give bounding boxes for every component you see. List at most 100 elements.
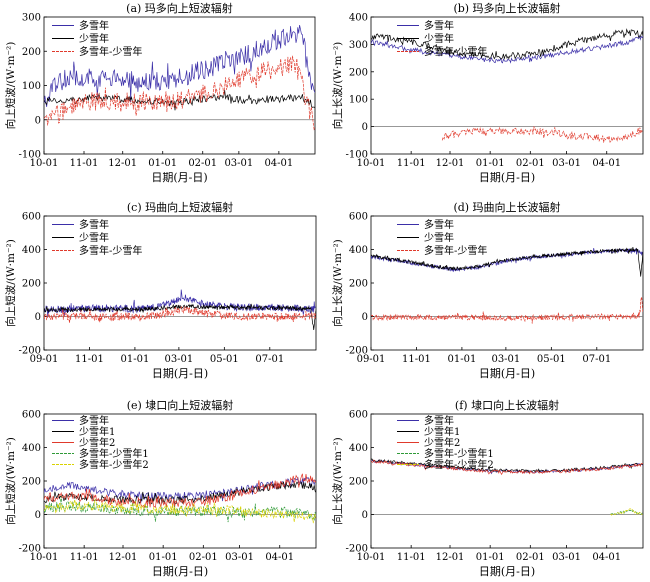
x-tick-label: 11-01: [397, 552, 426, 563]
chart-title: (d) 玛曲向上长波辐射: [453, 200, 560, 214]
series-line-1: [44, 25, 315, 107]
x-tick-label: 04-01: [592, 552, 621, 563]
legend-entry: 多雪年: [52, 218, 109, 231]
legend-entry: 少雪年: [52, 231, 109, 244]
y-tick-label: -200: [346, 544, 368, 555]
chart-title: (a) 玛多向上短波辐射: [126, 1, 233, 15]
y-tick-label: 200: [349, 279, 368, 290]
chart-title: (f) 埭口向上长波辐射: [455, 398, 559, 412]
series-line-2: [44, 90, 315, 111]
y-axis-label: 向上长波/(W·m⁻²): [331, 42, 344, 130]
x-tick-label: 01-01: [448, 354, 477, 365]
x-tick-label: 03-01: [224, 158, 253, 169]
y-tick-label: -100: [346, 150, 368, 161]
x-tick-label: 03-01: [491, 354, 520, 365]
y-tick-label: 300: [22, 13, 41, 24]
x-axis-label: 日期(月-日): [479, 367, 535, 380]
x-tick-label: 12-01: [436, 158, 465, 169]
series-line-5: [44, 498, 316, 524]
plot-frame: [370, 215, 644, 351]
legend-label: 多雪年: [424, 414, 454, 427]
x-tick-label: 10-01: [30, 552, 59, 563]
legend-label: 少雪年1: [79, 425, 115, 438]
y-tick-label: 600: [349, 212, 368, 223]
y-axis-label: 向上长波/(W·m⁻²): [331, 437, 344, 525]
x-tick-label: 02-01: [516, 158, 545, 169]
series-line-1: [44, 289, 316, 318]
legend-entry: 多雪年: [52, 19, 109, 32]
x-tick-label: 07-01: [582, 354, 611, 365]
legend-label: 多雪年: [424, 19, 454, 32]
legend-entry: 少雪年1: [397, 425, 460, 438]
chart-panel-2: (b) 玛多向上长波辐射 -100 0 100 200 300 400 10-01 11-01 1…: [331, 1, 644, 184]
y-axis-label: 向上短波/(W·m⁻²): [4, 239, 17, 327]
y-axis-label: 向上长波/(W·m⁻²): [331, 239, 344, 327]
y-tick-label: 400: [349, 443, 368, 454]
series-line-3: [371, 296, 643, 324]
y-tick-label: 600: [22, 212, 41, 223]
legend-label: 少雪年: [424, 32, 454, 45]
y-tick-label: 400: [349, 13, 368, 24]
legend-label: 多雪年: [79, 218, 109, 231]
x-tick-label: 03-01: [164, 354, 193, 365]
legend-label: 多雪年-少雪年: [79, 244, 142, 257]
x-tick-label: 05-01: [537, 354, 566, 365]
y-tick-label: 300: [349, 40, 368, 51]
series-line-3: [44, 55, 315, 131]
x-tick-label: 01-01: [476, 552, 505, 563]
x-tick-label: 02-01: [188, 158, 217, 169]
plot-frame: [370, 413, 644, 549]
x-tick-label: 09-01: [30, 354, 59, 365]
legend-label: 多雪年-少雪年1: [424, 447, 494, 460]
x-tick-label: 03-01: [552, 158, 581, 169]
legend-label: 少雪年1: [424, 425, 460, 438]
series-line-3: [371, 459, 643, 476]
legend-entry: 少雪年: [397, 231, 454, 244]
x-tick-label: 01-01: [148, 158, 177, 169]
legend-label: 少雪年2: [79, 436, 115, 449]
legend-entry: 多雪年-少雪年: [52, 244, 142, 257]
legend-label: 少雪年: [79, 32, 109, 45]
x-tick-label: 03-01: [225, 552, 254, 563]
chart-title: (b) 玛多向上长波辐射: [453, 1, 560, 15]
legend-entry: 多雪年-少雪年1: [397, 447, 494, 460]
chart-title: (c) 玛曲向上短波辐射: [127, 200, 233, 214]
chart-title: (e) 埭口向上短波辐射: [127, 398, 234, 412]
x-axis-label: 日期(月-日): [152, 367, 208, 380]
legend-label: 多雪年-少雪年: [424, 45, 487, 58]
x-tick-label: 09-01: [357, 354, 386, 365]
series-line-3: [441, 126, 643, 143]
series-line-4: [44, 496, 316, 523]
legend-label: 多雪年: [424, 218, 454, 231]
series-line-2: [371, 247, 643, 277]
y-tick-label: 0: [35, 312, 41, 323]
legend-entry: 多雪年: [397, 218, 454, 231]
x-axis-label: 日期(月-日): [152, 565, 208, 578]
x-axis-label: 日期(月-日): [479, 565, 535, 578]
x-tick-label: 01-01: [476, 158, 505, 169]
legend-label: 多雪年-少雪年2: [424, 458, 494, 471]
x-tick-label: 11-01: [70, 158, 99, 169]
legend-entry: 多雪年-少雪年: [397, 45, 487, 58]
y-tick-label: 100: [349, 95, 368, 106]
x-tick-label: 01-01: [121, 354, 150, 365]
y-tick-label: -200: [19, 346, 41, 357]
y-tick-label: 400: [22, 443, 41, 454]
x-tick-label: 11-01: [397, 158, 426, 169]
series-line-1: [371, 34, 643, 64]
legend-label: 多雪年-少雪年: [424, 244, 487, 257]
y-tick-label: 0: [362, 312, 368, 323]
legend-label: 多雪年: [79, 19, 109, 32]
x-tick-label: 04-01: [592, 158, 621, 169]
chart-panel-1: (a) 玛多向上短波辐射 -100 0 100 200 300 10-01 11-01 12-0…: [4, 1, 316, 184]
series-line-3: [44, 473, 316, 509]
y-tick-label: 0: [362, 122, 368, 133]
x-tick-label: 04-01: [264, 158, 293, 169]
y-tick-label: 0: [362, 510, 368, 521]
legend-label: 多雪年-少雪年: [79, 45, 142, 58]
chart-panel-5: (e) 埭口向上短波辐射 -200 0 200 400 600 10-01 11-01 12-0…: [4, 398, 317, 578]
x-tick-label: 01-01: [149, 552, 178, 563]
legend-entry: 多雪年: [397, 19, 454, 32]
y-tick-label: 200: [349, 67, 368, 78]
